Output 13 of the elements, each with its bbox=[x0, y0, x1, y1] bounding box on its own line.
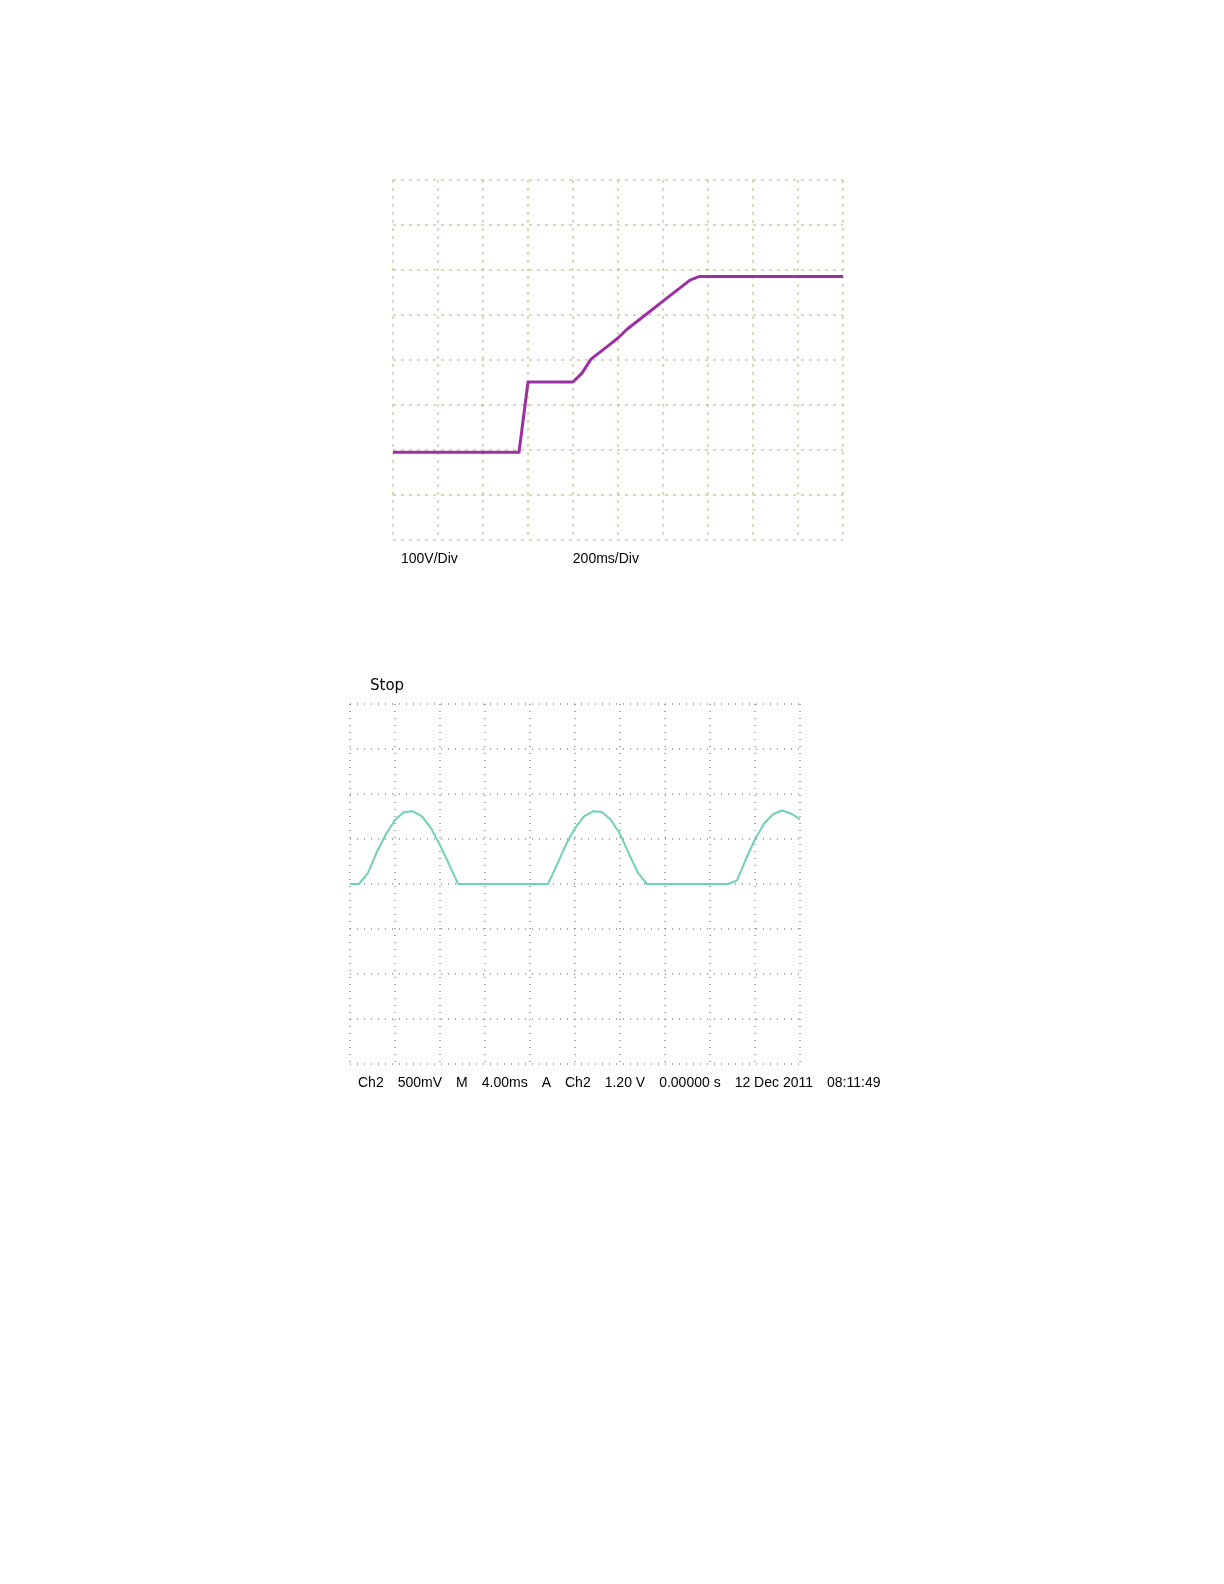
text: 1.20 V bbox=[604, 1074, 646, 1090]
text: 08:11:49 bbox=[827, 1074, 881, 1090]
text: 100V/Div bbox=[401, 550, 458, 566]
text: 4.00ms bbox=[481, 1074, 528, 1090]
text: 500mV bbox=[397, 1074, 443, 1090]
text: 12 Dec 2011 bbox=[734, 1074, 814, 1090]
text: A bbox=[541, 1074, 551, 1090]
text: Ch2 bbox=[564, 1074, 591, 1090]
text: 0.00000 s bbox=[659, 1074, 721, 1090]
text: Stop bbox=[370, 676, 406, 694]
text: 200ms/Div bbox=[572, 550, 639, 566]
text: Ch2 bbox=[358, 1074, 384, 1090]
text: M bbox=[456, 1074, 468, 1090]
